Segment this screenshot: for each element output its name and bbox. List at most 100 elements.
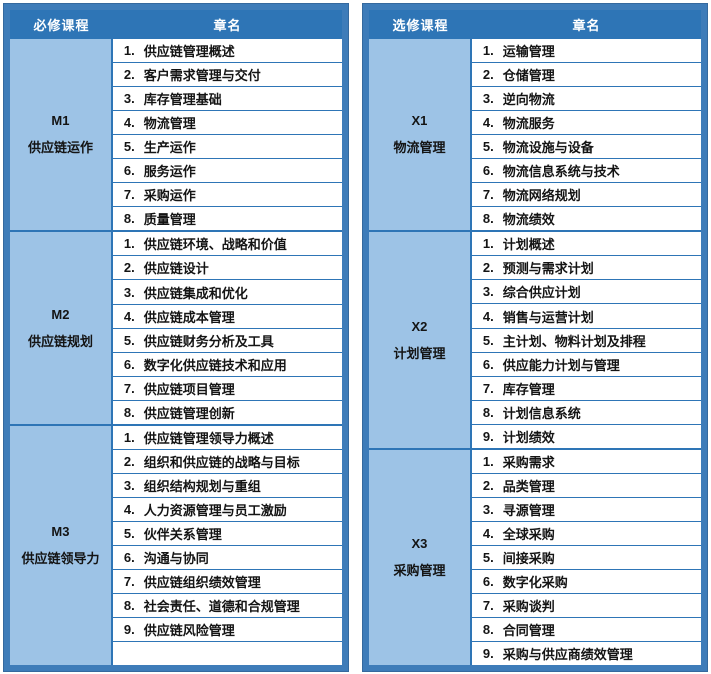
elective-courses-table: 选修课程 章名 X1 物流管理 1. 运输管理 2. 仓储管理 3. 逆向物流 4. 物流服务 5.…: [363, 4, 707, 671]
chapter-number: 6.: [482, 356, 494, 372]
chapter-title: 物流信息系统与技术: [502, 164, 620, 180]
chapter-row: 3. 供应链集成和优化: [112, 279, 342, 304]
course-group-row: M2 供应链规划 1. 供应链环境、战略和价值 2. 供应链设计 3. 供应链集成和优化 4. 供…: [10, 230, 342, 424]
chapter-number: 4.: [123, 501, 135, 517]
chapter-number: 5.: [482, 549, 494, 565]
chapter-row: 1. 供应链管理领导力概述: [112, 425, 342, 449]
chapter-title: 销售与运营计划: [502, 309, 594, 325]
chapter-title: 人力资源管理与员工激励: [143, 502, 287, 518]
chapter-title: 物流服务: [502, 116, 555, 132]
chapter-row: 3. 逆向物流: [471, 86, 701, 111]
group-name: 采购管理: [393, 562, 446, 578]
chapter-title: 品类管理: [502, 478, 555, 494]
chapter-title: 组织和供应链的战略与目标: [143, 454, 300, 470]
chapter-number: 5.: [123, 139, 135, 155]
chapter-title: 数字化供应链技术和应用: [143, 357, 287, 373]
chapter-row: 7. 库存管理: [471, 375, 701, 400]
group-name: 物流管理: [393, 140, 446, 156]
chapter-row: 9. 采购与供应商绩效管理: [471, 640, 701, 665]
group-name: 供应链规划: [27, 333, 93, 349]
group-label-cell: X3 采购管理: [369, 449, 472, 666]
chapter-number: 3.: [123, 284, 135, 300]
chapter-title: 供应链集成和优化: [143, 285, 248, 301]
chapter-row: 2. 预测与需求计划: [471, 255, 701, 280]
group-code: M1: [51, 113, 70, 129]
chapter-number: 8.: [123, 404, 135, 420]
chapter-number: 3.: [482, 91, 494, 107]
course-group-row: X2 计划管理 1. 计划概述 2. 预测与需求计划 3. 综合供应计划 4. 销售与运营计划 5.…: [369, 230, 701, 448]
course-group-row: M1 供应链运作 1. 供应链管理概述 2. 客户需求管理与交付 3. 库存管理基础 4. 物流管…: [10, 39, 342, 231]
chapter-number: 1.: [123, 429, 135, 445]
chapter-number: 5.: [482, 332, 494, 348]
chapter-title: 全球采购: [502, 526, 555, 542]
chapter-number: 6.: [482, 573, 494, 589]
chapter-title: 预测与需求计划: [502, 261, 594, 277]
chapter-title: 供应链成本管理: [143, 309, 235, 325]
chapter-row: 6. 供应能力计划与管理: [471, 351, 701, 376]
chapter-row: 5. 供应链财务分析及工具: [112, 327, 342, 352]
chapter-row: 2. 供应链设计: [112, 255, 342, 280]
header-course-type: 必修课程: [33, 18, 90, 33]
chapter-row: 7. 供应链项目管理: [112, 375, 342, 400]
chapter-title: 计划信息系统: [502, 405, 581, 421]
chapter-title: 数字化采购: [502, 574, 568, 590]
group-code: X2: [411, 318, 428, 334]
chapter-number: 2.: [482, 67, 494, 83]
chapter-number: 4.: [482, 308, 494, 324]
chapter-row: 2. 组织和供应链的战略与目标: [112, 448, 342, 473]
chapter-title: 物流管理: [143, 116, 196, 132]
chapter-title: 社会责任、道德和合规管理: [143, 599, 300, 615]
group-code: M2: [51, 306, 70, 322]
group-name: 供应链运作: [27, 140, 93, 156]
chapter-number: 5.: [123, 332, 135, 348]
chapter-title: 仓储管理: [502, 68, 555, 84]
chapter-list: 1. 采购需求 2. 品类管理 3. 寻源管理 4. 全球采购 5. 间接采购 6. 数字化采购 7. 采…: [471, 449, 701, 665]
chapter-row: 3. 寻源管理: [471, 496, 701, 521]
chapter-number: 3.: [123, 477, 135, 493]
chapter-row: 5. 物流设施与设备: [471, 134, 701, 159]
group-label-cell: M2 供应链规划: [10, 232, 113, 424]
chapter-row: 6. 数字化采购: [471, 568, 701, 593]
group-name: 计划管理: [393, 345, 446, 361]
chapter-number: 9.: [123, 622, 135, 638]
group-label-cell: X1 物流管理: [369, 39, 472, 231]
chapter-title: 物流网络规划: [502, 188, 581, 204]
elective-table-header-row: 选修课程 章名: [369, 10, 701, 39]
chapter-row: 7. 供应链组织绩效管理: [112, 568, 342, 593]
chapter-number: 3.: [482, 284, 494, 300]
chapter-row: 2. 品类管理: [471, 472, 701, 497]
chapter-title: 运输管理: [502, 44, 555, 60]
chapter-title: 供应链环境、战略和价值: [143, 237, 287, 253]
chapter-row: 4. 销售与运营计划: [471, 303, 701, 328]
chapter-number: 1.: [123, 43, 135, 59]
chapter-title: 采购需求: [502, 454, 555, 470]
header-chapter-name: 章名: [213, 18, 242, 33]
chapter-title: 库存管理: [502, 381, 555, 397]
group-code: X3: [411, 535, 428, 551]
chapter-row: 9. 计划绩效: [471, 423, 701, 448]
chapter-number: 5.: [123, 525, 135, 541]
chapter-row: 7. 采购谈判: [471, 592, 701, 617]
chapter-row: 3. 库存管理基础: [112, 86, 342, 111]
chapter-title: 采购与供应商绩效管理: [502, 646, 633, 662]
chapter-title: 库存管理基础: [143, 92, 222, 108]
chapter-number: 9.: [482, 428, 494, 444]
chapter-number: 1.: [482, 43, 494, 59]
chapter-title: 逆向物流: [502, 92, 555, 108]
chapter-title: 沟通与协同: [143, 550, 209, 566]
chapter-number: 6.: [482, 163, 494, 179]
chapter-row: 1. 供应链环境、战略和价值: [112, 232, 342, 256]
chapter-list: 1. 供应链环境、战略和价值 2. 供应链设计 3. 供应链集成和优化 4. 供应链成本管理 5…: [112, 232, 342, 424]
chapter-row: 2. 客户需求管理与交付: [112, 62, 342, 87]
chapter-list: 1. 供应链管理概述 2. 客户需求管理与交付 3. 库存管理基础 4. 物流管理 5. 生产运作…: [112, 39, 342, 231]
chapter-number: 2.: [123, 453, 135, 469]
course-group-row: M3 供应链领导力 1. 供应链管理领导力概述 2. 组织和供应链的战略与目标 3. 组织结构…: [10, 423, 342, 666]
chapter-title: 组织结构规划与重组: [143, 478, 261, 494]
chapter-title: 客户需求管理与交付: [143, 68, 261, 84]
chapter-row: 7. 物流网络规划: [471, 182, 701, 207]
chapter-row: 9. 供应链风险管理: [112, 617, 342, 642]
chapter-title: 供应能力计划与管理: [502, 357, 620, 373]
chapter-number: 4.: [123, 308, 135, 324]
chapter-title: 伙伴关系管理: [143, 526, 222, 542]
chapter-number: 8.: [482, 211, 494, 227]
